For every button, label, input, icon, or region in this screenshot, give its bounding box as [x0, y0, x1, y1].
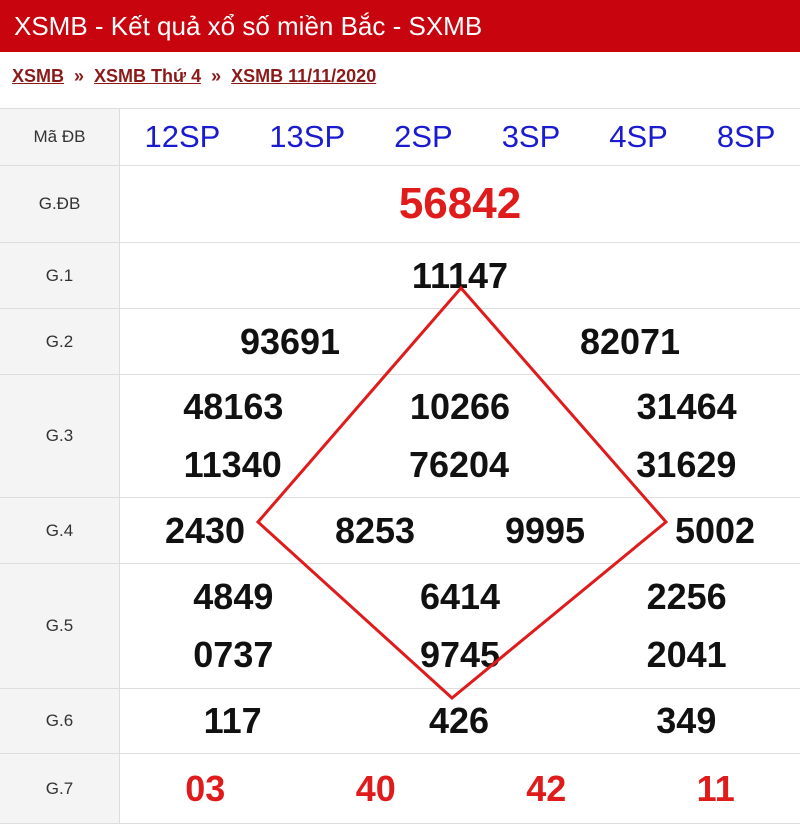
special-prize: 56842	[398, 179, 522, 228]
breadcrumb: XSMB » XSMB Thứ 4 » XSMB 11/11/2020	[12, 66, 376, 87]
code: 2SP	[394, 119, 453, 154]
prize-number: 426	[428, 700, 490, 741]
row-g4: G.4 2430 8253 9995 5002	[0, 498, 800, 564]
page-header: XSMB - Kết quả xổ số miền Bắc - SXMB	[0, 0, 800, 52]
prize-number: 93691	[239, 320, 341, 362]
prize-number: 11340	[183, 444, 282, 485]
row-g1: G.1 11147	[0, 243, 800, 309]
code: 8SP	[716, 119, 776, 154]
prize-number: 48163	[183, 386, 284, 427]
prize-number: 42	[526, 767, 567, 809]
row-codes: Mã ĐB 12SP 13SP 2SP 3SP 4SP 8SP	[0, 109, 800, 166]
breadcrumb-separator: »	[211, 66, 222, 86]
prize-number: 349	[656, 700, 717, 741]
row-gdb: G.ĐB 56842	[0, 166, 800, 243]
prize-number: 9745	[419, 634, 501, 675]
prize-number: 2430	[164, 509, 246, 551]
prize-number: 2041	[646, 634, 727, 675]
breadcrumb-thu4[interactable]: XSMB Thứ 4	[94, 66, 202, 86]
prize-number: 03	[185, 767, 226, 809]
breadcrumb-date[interactable]: XSMB 11/11/2020	[231, 66, 377, 86]
prize-number: 10266	[409, 386, 511, 427]
prize-number: 31629	[636, 444, 737, 485]
prize-number: 117	[203, 700, 262, 741]
prize-number: 8253	[334, 509, 416, 551]
prize-number: 0737	[193, 634, 274, 675]
row-label: G.7	[0, 754, 120, 823]
row-g5: G.5 4849 6414 2256 0737 9745 2041	[0, 564, 800, 689]
row-label: G.5	[0, 564, 120, 688]
prize-number: 31464	[636, 386, 737, 427]
code: 4SP	[609, 119, 668, 154]
row-g2: G.2 93691 82071	[0, 309, 800, 375]
prize-number: 9995	[504, 509, 586, 551]
breadcrumb-xsmb[interactable]: XSMB	[12, 66, 65, 86]
row-label: G.1	[0, 243, 120, 308]
results-table: Mã ĐB 12SP 13SP 2SP 3SP 4SP 8SP G.ĐB 568…	[0, 108, 800, 824]
prize-number: 6414	[419, 576, 501, 617]
prize-number: 11	[696, 767, 735, 809]
prize-number: 11147	[411, 254, 509, 296]
prize-number: 82071	[579, 320, 681, 362]
row-g6: G.6 117 426 349	[0, 689, 800, 754]
prize-number: 76204	[408, 444, 510, 485]
prize-number: 5002	[674, 509, 756, 551]
row-label: G.3	[0, 375, 120, 497]
row-g3: G.3 48163 10266 31464 11340 76204 31629	[0, 375, 800, 498]
prize-number: 4849	[193, 576, 274, 617]
code: 3SP	[501, 119, 561, 154]
row-label: G.2	[0, 309, 120, 374]
row-label: G.ĐB	[0, 166, 120, 242]
code: 12SP	[144, 119, 221, 154]
row-label: Mã ĐB	[0, 109, 120, 165]
prize-number: 2256	[646, 576, 727, 617]
row-label: G.4	[0, 498, 120, 563]
breadcrumb-separator: »	[74, 66, 85, 86]
prize-number: 40	[355, 767, 396, 809]
row-g7: G.7 03 40 42 11	[0, 754, 800, 824]
row-label: G.6	[0, 689, 120, 753]
code: 13SP	[269, 119, 346, 154]
